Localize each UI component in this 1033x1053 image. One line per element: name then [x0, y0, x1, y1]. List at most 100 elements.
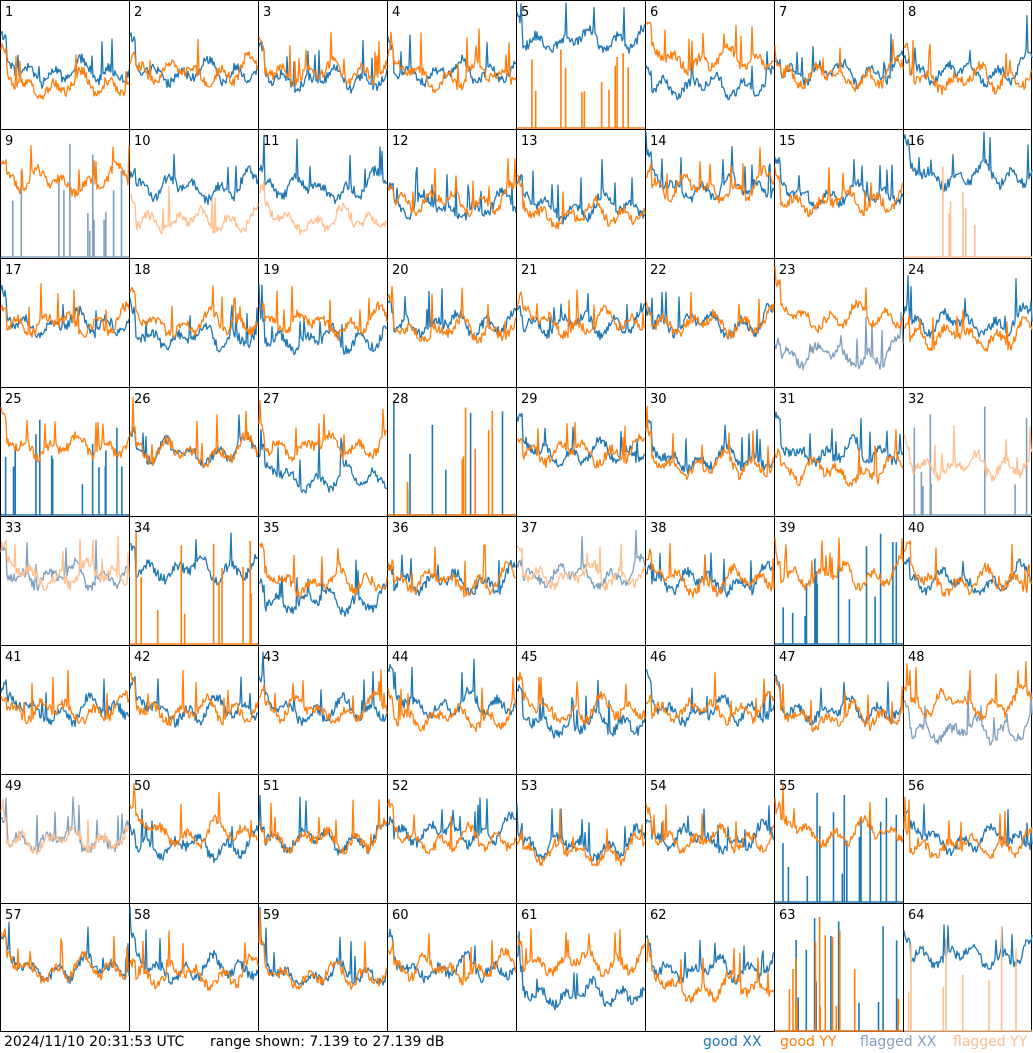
panel-53: 53: [516, 779, 646, 867]
series-xx: [516, 930, 646, 1011]
series-yy: [387, 798, 517, 855]
series-yy-flagged: [0, 798, 130, 855]
panel-60: 60: [387, 908, 517, 986]
panel-38: 38: [645, 521, 775, 599]
series-xx: [129, 32, 259, 89]
series-yy-flagged: [904, 166, 1032, 258]
panel-56: 56: [903, 779, 1033, 859]
panel-9: 9: [0, 134, 130, 258]
series-yy: [387, 677, 517, 733]
series-yy: [645, 543, 775, 599]
panel-label: 44: [392, 650, 409, 665]
series-yy: [387, 28, 517, 94]
panel-58: 58: [129, 906, 259, 992]
series-xx-flagged: [774, 311, 904, 371]
panel-label: 55: [779, 779, 796, 794]
panel-43: 43: [258, 650, 388, 727]
panel-48: 48: [903, 650, 1033, 746]
panel-label: 9: [5, 134, 13, 149]
panel-20: 20: [387, 263, 517, 344]
panel-label: 6: [650, 5, 658, 20]
series-yy: [774, 166, 904, 218]
series-yy: [517, 49, 645, 129]
series-yy: [129, 38, 259, 88]
series-xx: [516, 679, 646, 739]
panel-label: 24: [908, 263, 925, 278]
panel-label: 37: [521, 521, 538, 536]
panel-15: 15: [774, 134, 904, 218]
panel-32: 32: [903, 392, 1033, 516]
panel-label: 33: [5, 521, 22, 536]
panel-label: 36: [392, 521, 409, 536]
series-yy: [774, 265, 904, 334]
panel-64: 64: [903, 908, 1033, 1032]
series-xx: [775, 792, 903, 903]
panel-61: 61: [516, 908, 646, 1011]
series-yy: [0, 43, 130, 100]
series-yy: [129, 396, 259, 469]
series-xx: [0, 284, 130, 339]
panel-26: 26: [129, 392, 259, 469]
series-yy: [645, 21, 775, 76]
legend-good-xx: good XX: [703, 1034, 762, 1050]
series-yy: [0, 144, 130, 198]
panel-label: 59: [263, 908, 280, 923]
series-yy: [258, 799, 388, 855]
series-yy: [258, 31, 388, 87]
series-xx: [387, 928, 517, 984]
series-yy: [516, 421, 646, 469]
series-yy-flagged: [0, 535, 130, 591]
panel-14: 14: [645, 131, 775, 204]
panel-label: 41: [5, 650, 22, 665]
series-xx: [774, 411, 904, 468]
series-xx: [903, 131, 1033, 193]
series-xx: [258, 134, 388, 205]
series-xx-flagged: [1, 143, 129, 258]
series-xx: [645, 935, 775, 985]
panel-label: 54: [650, 779, 667, 794]
panel-30: 30: [645, 392, 775, 481]
series-xx: [645, 51, 775, 101]
series-yy: [516, 808, 646, 867]
series-yy: [258, 542, 388, 599]
panel-label: 19: [263, 263, 280, 278]
series-yy: [129, 930, 259, 992]
panel-label: 21: [521, 263, 538, 278]
series-yy: [258, 399, 388, 462]
series-xx: [258, 559, 388, 617]
panel-16: 16: [903, 131, 1033, 258]
panel-7: 7: [774, 5, 904, 93]
panel-label: 51: [263, 779, 280, 794]
series-yy: [645, 292, 775, 339]
series-yy: [774, 784, 904, 849]
panel-49: 49: [0, 779, 130, 855]
panel-label: 58: [134, 908, 151, 923]
series-xx: [903, 803, 1033, 857]
panel-label: 27: [263, 392, 280, 407]
panel-label: 50: [134, 779, 151, 794]
panel-label: 34: [134, 521, 151, 536]
timestamp: 2024/11/10 20:31:53 UTC: [4, 1034, 185, 1050]
series-xx: [516, 2, 646, 54]
panel-31: 31: [774, 392, 904, 487]
panel-label: 62: [650, 908, 667, 923]
panel-36: 36: [387, 521, 517, 598]
panel-label: 22: [650, 263, 667, 278]
panel-50: 50: [129, 779, 259, 864]
panel-label: 43: [263, 650, 280, 665]
panel-39: 39: [774, 521, 904, 645]
series-yy: [258, 909, 388, 991]
panel-label: 49: [5, 779, 22, 794]
panel-17: 17: [0, 263, 130, 339]
series-yy: [258, 285, 388, 341]
panel-42: 42: [129, 650, 259, 728]
series-yy: [516, 289, 646, 340]
panel-13: 13: [516, 134, 646, 230]
panel-label: 5: [521, 5, 529, 20]
panel-label: 4: [392, 5, 400, 20]
series-yy: [387, 157, 517, 217]
series-xx: [775, 533, 903, 645]
panel-label: 31: [779, 392, 796, 407]
footer: 2024/11/10 20:31:53 UTC range shown: 7.1…: [0, 1034, 1033, 1053]
series-yy: [0, 928, 130, 984]
